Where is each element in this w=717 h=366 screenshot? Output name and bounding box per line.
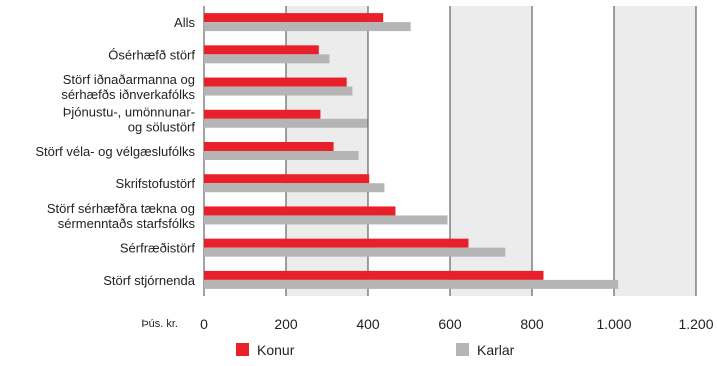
bar-konur: [204, 77, 347, 87]
category-label: Þjónustu-, umönnunar-: [63, 104, 195, 119]
bar-karlar: [204, 86, 353, 96]
category-label: Sérfræðistörf: [120, 241, 196, 256]
bar-konur: [204, 45, 319, 55]
x-tick-labels: 0 200 400 600 800 1.000 1.200: [200, 316, 714, 332]
x-tick-label: 400: [356, 316, 380, 332]
category-label: Störf stjórnenda: [103, 273, 196, 288]
category-label: og sölustörf: [128, 119, 196, 134]
background-bands: [204, 6, 696, 296]
bar-karlar: [204, 247, 506, 257]
background-band: [532, 6, 614, 296]
bar-konur: [204, 174, 370, 184]
bar-konur: [204, 206, 396, 216]
category-label: sérhæfðs iðnverkafólks: [61, 87, 195, 102]
bar-konur: [204, 109, 321, 119]
category-label: Störf véla- og vélgæslufólks: [35, 144, 195, 159]
bar-konur: [204, 238, 469, 248]
legend-label: Karlar: [477, 342, 515, 358]
legend: Konur Karlar: [236, 342, 515, 358]
background-band: [614, 6, 696, 296]
bar-karlar: [204, 118, 368, 128]
bar-karlar: [204, 151, 359, 160]
x-tick-label: 200: [274, 316, 298, 332]
category-label: sérmenntaðs starfsfólks: [58, 216, 196, 231]
legend-swatch: [456, 343, 469, 356]
x-tick-label: 1.000: [596, 316, 631, 332]
category-label: Skrifstofustörf: [116, 176, 196, 191]
x-tick-label: 800: [520, 316, 544, 332]
legend-label: Konur: [257, 342, 295, 358]
bar-karlar: [204, 22, 411, 32]
bar-karlar: [204, 215, 448, 225]
bar-karlar: [204, 279, 619, 289]
unit-label: Þús. kr.: [141, 318, 178, 330]
bars: [204, 13, 619, 289]
bar-konur: [204, 270, 544, 280]
category-label: Störf sérhæfðra tækna og: [47, 201, 195, 216]
bar-karlar: [204, 54, 330, 64]
category-label: Störf iðnaðarmanna og: [63, 72, 195, 87]
bar-konur: [204, 142, 334, 151]
category-label: Alls: [174, 15, 195, 30]
bar-karlar: [204, 183, 385, 193]
category-label: Ósérhæfð störf: [108, 47, 195, 62]
bar-konur: [204, 13, 384, 23]
x-tick-label: 1.200: [678, 316, 713, 332]
x-tick-label: 600: [438, 316, 462, 332]
x-tick-label: 0: [200, 316, 208, 332]
legend-swatch: [236, 343, 249, 356]
